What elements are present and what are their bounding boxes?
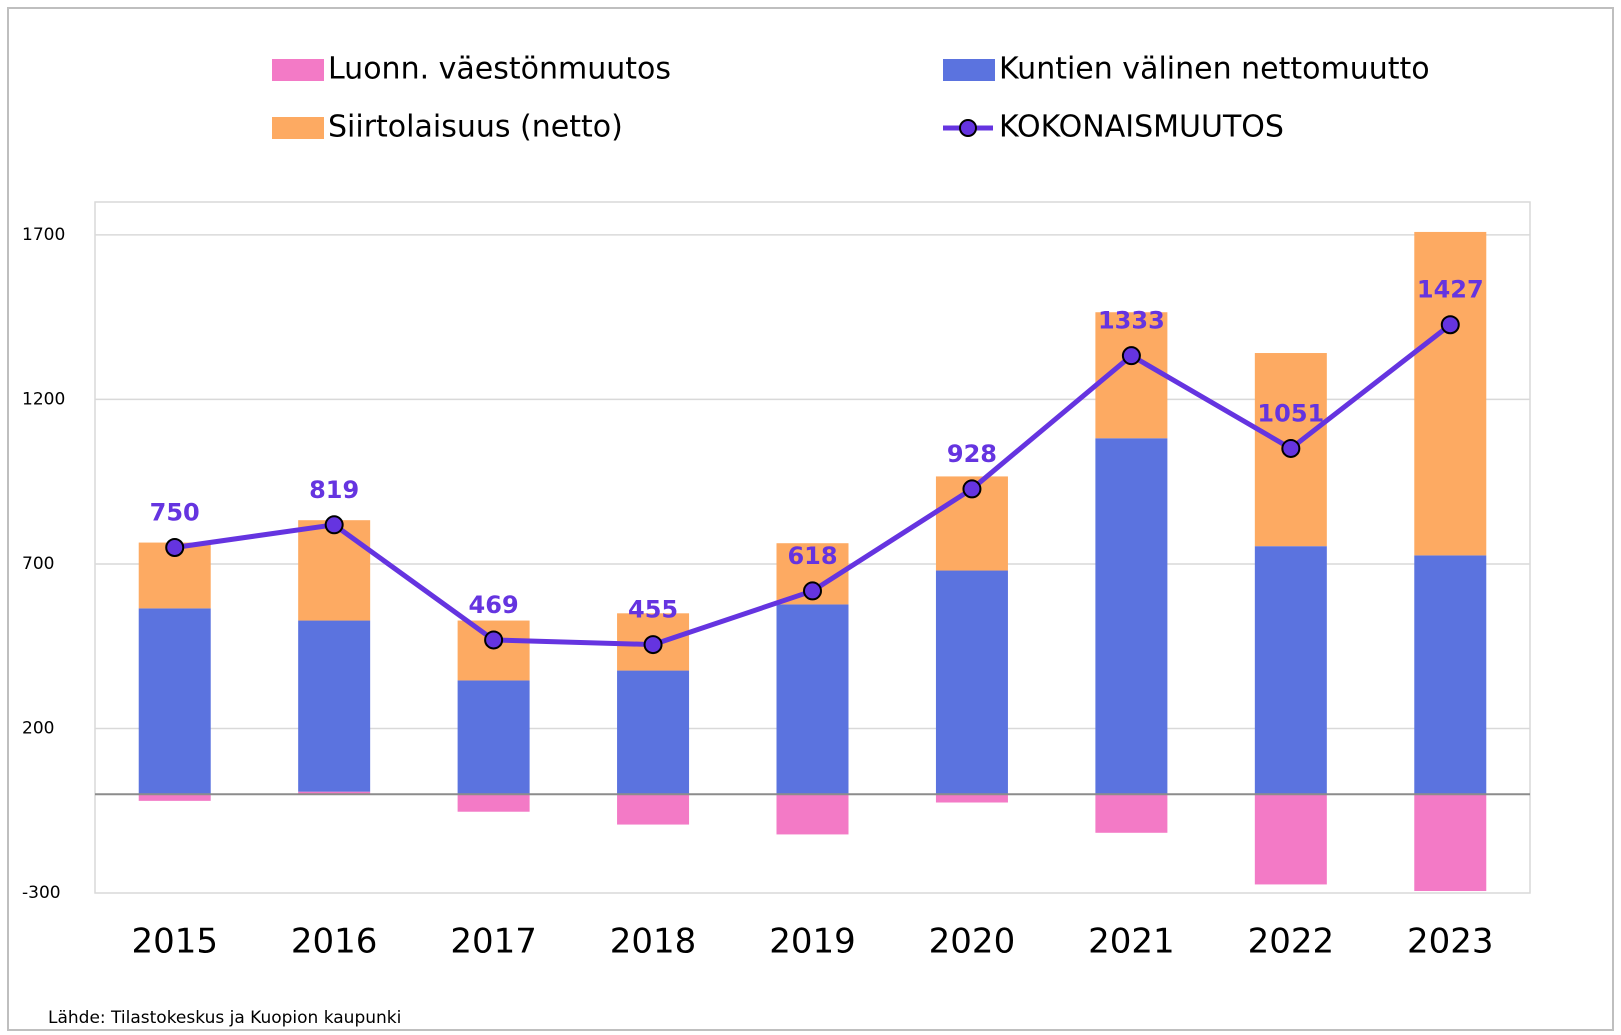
x-tick-label: 2016 xyxy=(291,922,378,962)
bar-segment xyxy=(617,670,690,795)
bar-segment xyxy=(298,791,371,795)
total-marker xyxy=(1281,438,1301,458)
x-tick-label: 2017 xyxy=(450,922,537,962)
legend-swatch xyxy=(272,59,324,81)
y-tick-label: 200 xyxy=(22,718,54,738)
x-tick-label: 2021 xyxy=(1088,922,1175,962)
y-tick-label: -300 xyxy=(22,883,61,903)
bar-segment xyxy=(1414,231,1487,556)
bar-segment xyxy=(617,794,690,825)
x-tick-label: 2020 xyxy=(929,922,1016,962)
bar-segment xyxy=(1254,794,1327,885)
data-label: 1051 xyxy=(1257,399,1324,427)
data-label: 1427 xyxy=(1417,276,1484,304)
total-marker xyxy=(324,515,344,535)
legend-swatch xyxy=(272,117,324,139)
bar-segment xyxy=(457,794,530,812)
total-marker xyxy=(803,581,822,601)
total-marker xyxy=(1121,346,1141,366)
y-tick-label: 1200 xyxy=(22,389,65,409)
plot-area xyxy=(94,201,1531,894)
bar-segment xyxy=(138,608,211,795)
bar-segment xyxy=(1414,555,1487,795)
bar-segment xyxy=(776,794,849,835)
y-tick-label: 700 xyxy=(22,554,54,574)
source-note: Lähde: Tilastokeskus ja Kuopion kaupunki xyxy=(48,1008,401,1028)
bar-segment xyxy=(1254,546,1327,795)
legend-swatch xyxy=(959,119,977,137)
bar-segment xyxy=(457,680,530,795)
x-tick-label: 2022 xyxy=(1248,922,1335,962)
data-label: 1333 xyxy=(1098,307,1165,335)
total-marker xyxy=(643,635,663,655)
bar-segment xyxy=(935,794,1008,803)
bar-segment xyxy=(457,620,530,681)
x-tick-label: 2019 xyxy=(769,922,856,962)
data-label: 928 xyxy=(947,440,997,468)
x-tick-label: 2018 xyxy=(610,922,697,962)
total-marker xyxy=(165,538,185,557)
total-marker xyxy=(962,479,982,499)
total-marker xyxy=(484,630,504,650)
bar-segment xyxy=(1095,438,1168,795)
legend-label: Kuntien välinen nettomuutto xyxy=(999,52,1430,87)
data-label: 750 xyxy=(150,499,200,527)
data-label: 469 xyxy=(469,591,519,619)
legend-label: KOKONAISMUUTOS xyxy=(999,110,1284,145)
bar-segment xyxy=(1414,794,1487,892)
bar-segment xyxy=(935,570,1008,795)
x-tick-label: 2023 xyxy=(1407,922,1494,962)
data-label: 819 xyxy=(309,476,359,504)
bar-segment xyxy=(1095,794,1168,833)
bar-segment xyxy=(138,794,211,801)
bar-segment xyxy=(298,520,371,621)
legend-label: Luonn. väestönmuutos xyxy=(328,52,671,87)
bar-segment xyxy=(298,620,371,792)
data-label: 618 xyxy=(787,542,837,570)
chart-frame xyxy=(7,7,1614,1031)
data-label: 455 xyxy=(628,596,678,624)
legend-swatch xyxy=(943,59,995,81)
y-tick-label: 1700 xyxy=(22,225,65,245)
total-marker xyxy=(1440,315,1460,335)
legend-label: Siirtolaisuus (netto) xyxy=(328,110,623,145)
x-tick-label: 2015 xyxy=(131,922,218,962)
bar-segment xyxy=(776,604,849,795)
